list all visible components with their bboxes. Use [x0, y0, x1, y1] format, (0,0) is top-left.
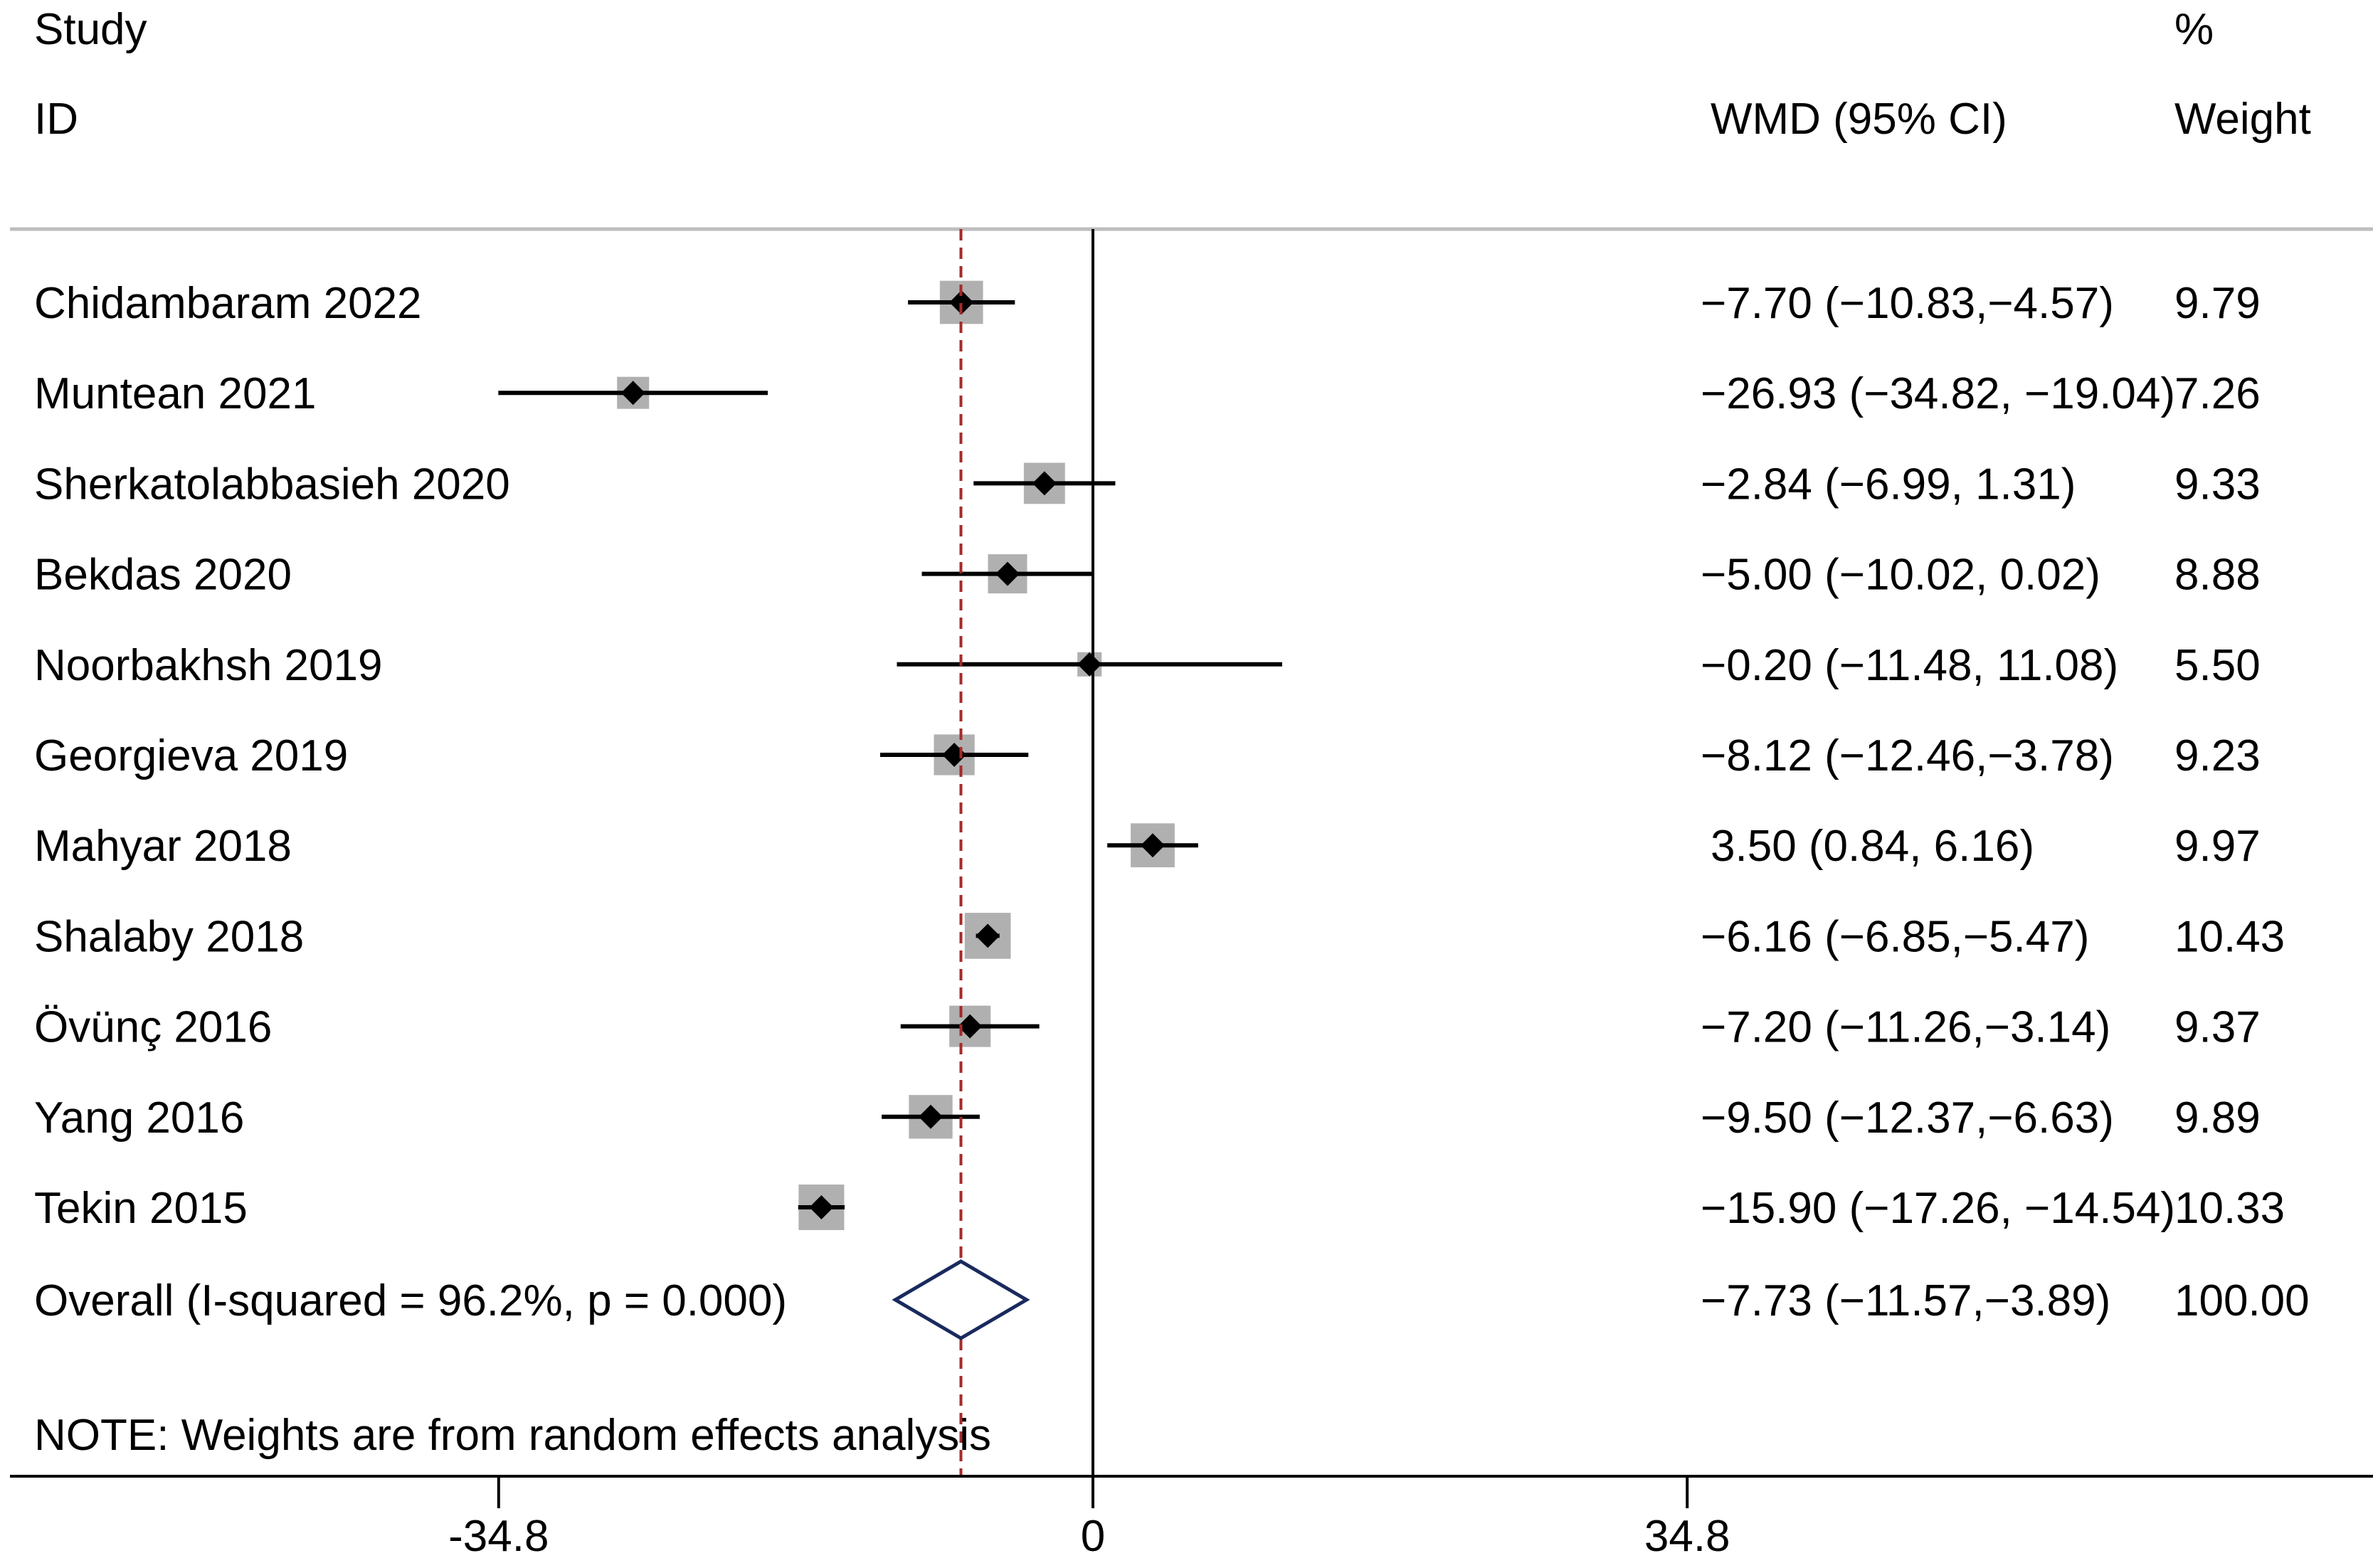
study-weight-text: 9.33 [2174, 460, 2261, 509]
point-estimate [976, 923, 1000, 948]
study-labels: Chidambaram 2022 Muntean 2021 Sherkatolabb… [34, 279, 510, 1233]
overall-ci-text: −7.73 (−11.57,−3.89) [1701, 1276, 2110, 1325]
header-percent: % [2174, 5, 2214, 54]
study-label: Sherkatolabbasieh 2020 [34, 460, 510, 509]
study-label: Shalaby 2018 [34, 912, 304, 961]
weight-texts: 9.79 7.26 9.33 8.88 5.50 9.23 9.97 10.43 9.37 9.8… [2174, 279, 2285, 1233]
point-estimate [1077, 652, 1102, 677]
point-estimate [1032, 471, 1057, 496]
x-axis-ticks: -34.8 0 34.8 [448, 1476, 1730, 1561]
study-ci-text: −7.70 (−10.83,−4.57) [1701, 279, 2114, 328]
study-ci-text: −0.20 (−11.48, 11.08) [1701, 641, 2118, 690]
study-weight-text: 10.33 [2174, 1184, 2285, 1233]
header-id: ID [34, 95, 78, 144]
study-ci-text: −9.50 (−12.37,−6.63) [1701, 1093, 2114, 1143]
study-weight-text: 7.26 [2174, 369, 2261, 418]
study-label: Tekin 2015 [34, 1184, 248, 1233]
study-ci-text: −2.84 (−6.99, 1.31) [1701, 460, 2076, 509]
point-estimates [620, 290, 1165, 1219]
study-ci-text: −5.00 (−10.02, 0.02) [1701, 551, 2100, 600]
header-weight: Weight [2174, 95, 2311, 144]
study-ci-text: −6.16 (−6.85,−5.47) [1701, 912, 2089, 961]
study-label: Övünç 2016 [34, 1003, 272, 1052]
point-estimate [949, 290, 974, 314]
header-study: Study [34, 5, 147, 54]
note: NOTE: Weights are from random effects an… [34, 1411, 991, 1460]
study-weight-text: 5.50 [2174, 641, 2261, 690]
study-label: Yang 2016 [34, 1093, 244, 1143]
x-tick-label: 0 [1081, 1512, 1105, 1561]
study-ci-text: −7.20 (−11.26,−3.14) [1701, 1003, 2110, 1052]
point-estimate [958, 1014, 983, 1039]
study-label: Bekdas 2020 [34, 551, 292, 600]
x-tick-label: 34.8 [1644, 1512, 1730, 1561]
point-estimate [809, 1195, 834, 1219]
study-label: Muntean 2021 [34, 369, 316, 418]
study-weight-text: 9.23 [2174, 731, 2261, 780]
overall-weight-text: 100.00 [2174, 1276, 2310, 1325]
study-label: Georgieva 2019 [34, 731, 348, 780]
ci-texts: −7.70 (−10.83,−4.57) −26.93 (−34.82, −19.… [1701, 279, 2175, 1233]
study-weight-text: 9.97 [2174, 822, 2261, 871]
confidence-intervals [498, 300, 1282, 1209]
study-label: Mahyar 2018 [34, 822, 292, 871]
study-weight-text: 9.37 [2174, 1003, 2261, 1052]
point-estimate [995, 561, 1020, 586]
study-ci-text: −15.90 (−17.26, −14.54) [1701, 1184, 2175, 1233]
x-tick-label: -34.8 [448, 1512, 549, 1561]
overall-label: Overall (I-squared = 96.2%, p = 0.000) [34, 1276, 787, 1325]
study-weight-text: 8.88 [2174, 551, 2261, 600]
header-wmd: WMD (95% CI) [1711, 95, 2007, 144]
study-label: Noorbakhsh 2019 [34, 641, 382, 690]
point-estimate [620, 381, 645, 406]
study-ci-text: −26.93 (−34.82, −19.04) [1701, 369, 2175, 418]
study-ci-text: −8.12 (−12.46,−3.78) [1701, 731, 2114, 780]
overall-diamond [892, 1259, 1030, 1340]
study-ci-text: 3.50 (0.84, 6.16) [1711, 822, 2034, 871]
point-estimate [1141, 833, 1165, 858]
study-weight-text: 9.79 [2174, 279, 2261, 328]
study-weight-text: 10.43 [2174, 912, 2285, 961]
study-weight-text: 9.89 [2174, 1093, 2261, 1143]
study-label: Chidambaram 2022 [34, 279, 422, 328]
point-estimate [919, 1104, 943, 1129]
